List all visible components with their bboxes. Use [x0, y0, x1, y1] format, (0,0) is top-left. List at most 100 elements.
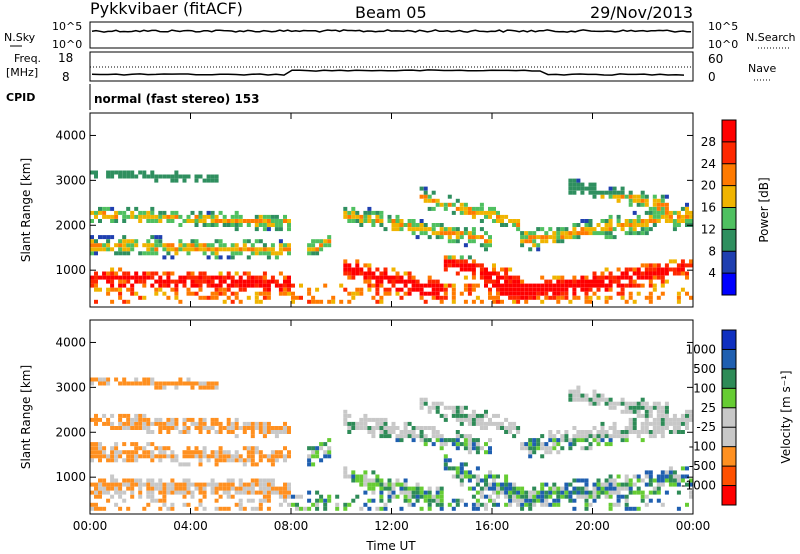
echo-cell [624, 478, 629, 483]
echo-cell [142, 243, 147, 248]
echo-cell [423, 438, 428, 443]
echo-cell [600, 421, 605, 426]
echo-cell [214, 275, 219, 280]
echo-cell [467, 267, 472, 272]
echo-cell [411, 490, 416, 495]
echo-cell [616, 474, 621, 479]
echo-cell [435, 498, 440, 503]
echo-cell [411, 434, 416, 439]
echo-cell [532, 502, 537, 507]
echo-cell [628, 405, 633, 410]
echo-cell [194, 446, 199, 451]
echo-cell [548, 434, 553, 439]
echo-cell [162, 210, 167, 215]
echo-cell [230, 275, 235, 280]
echo-cell [198, 214, 203, 219]
echo-cell [443, 263, 448, 268]
echo-cell [198, 450, 203, 455]
echo-cell [262, 251, 267, 256]
echo-cell [94, 413, 98, 418]
echo-cell [166, 426, 171, 430]
echo-cell [419, 490, 424, 495]
echo-cell [592, 291, 597, 296]
echo-cell [616, 490, 621, 495]
echo-cell [363, 271, 368, 276]
colorbar-swatch [722, 349, 736, 369]
echo-cell [488, 474, 492, 479]
echo-cell [455, 498, 460, 503]
echo-cell [427, 235, 432, 240]
echo-cell [182, 279, 187, 284]
echo-cell [218, 430, 223, 434]
echo-cell [246, 426, 251, 430]
echo-cell [668, 470, 673, 475]
echo-cell [467, 434, 472, 439]
echo-cell [363, 490, 368, 495]
echo-cell [479, 413, 484, 418]
echo-cell [548, 490, 553, 495]
echo-cell [640, 405, 645, 410]
echo-cell [154, 214, 159, 219]
echo-cell [652, 223, 657, 227]
echo-cell [648, 470, 653, 475]
echo-cell [347, 430, 352, 434]
echo-cell [262, 279, 267, 284]
echo-cell [130, 243, 135, 248]
echo-cell [576, 478, 581, 483]
echo-cell [371, 486, 376, 491]
echo-cell [246, 450, 251, 455]
echo-cell [311, 450, 316, 455]
echo-cell [323, 243, 328, 248]
echo-cell [287, 243, 291, 248]
echo-cell [315, 502, 320, 507]
echo-cell [307, 287, 312, 292]
echo-cell [214, 287, 219, 292]
echo-cell [158, 385, 163, 390]
echo-cell [166, 446, 171, 451]
echo-cell [383, 502, 388, 507]
echo-cell [415, 227, 420, 232]
echo-cell [246, 295, 251, 300]
echo-cell [254, 299, 259, 304]
echo-cell [238, 223, 243, 227]
echo-cell [648, 291, 653, 296]
echo-cell [234, 450, 239, 455]
echo-cell [475, 506, 480, 511]
echo-cell [492, 490, 496, 495]
echo-cell [536, 227, 541, 232]
echo-cell [512, 498, 517, 503]
echo-cell [504, 223, 509, 227]
echo-cell [126, 174, 131, 179]
echo-cell [540, 498, 545, 503]
echo-cell [407, 430, 412, 434]
echo-cell [560, 235, 565, 240]
echo-cell [254, 446, 259, 451]
echo-cell [672, 210, 677, 215]
echo-cell [544, 287, 549, 292]
echo-cell [375, 210, 380, 215]
echo-cell [451, 287, 456, 292]
echo-cell [516, 295, 521, 300]
echo-cell [186, 450, 191, 455]
echo-cell [170, 174, 175, 179]
echo-cell [110, 454, 115, 459]
echo-cell [283, 287, 287, 292]
echo-cell [652, 283, 657, 288]
echo-cell [154, 291, 159, 296]
echo-cell [528, 283, 533, 288]
echo-cell [524, 235, 529, 240]
echo-cell [379, 210, 384, 215]
echo-cell [226, 275, 231, 280]
echo-cell [291, 295, 295, 300]
echo-cell [274, 223, 279, 227]
echo-cell [90, 377, 94, 382]
echo-cell [351, 478, 356, 483]
echo-cell [158, 381, 163, 386]
echo-cell [427, 426, 432, 430]
xtick-label: 08:00 [274, 519, 309, 533]
echo-cell [142, 174, 147, 179]
echo-cell [608, 287, 613, 292]
echo-cell [238, 299, 243, 304]
echo-cell [399, 430, 404, 434]
echo-cell [612, 186, 617, 191]
